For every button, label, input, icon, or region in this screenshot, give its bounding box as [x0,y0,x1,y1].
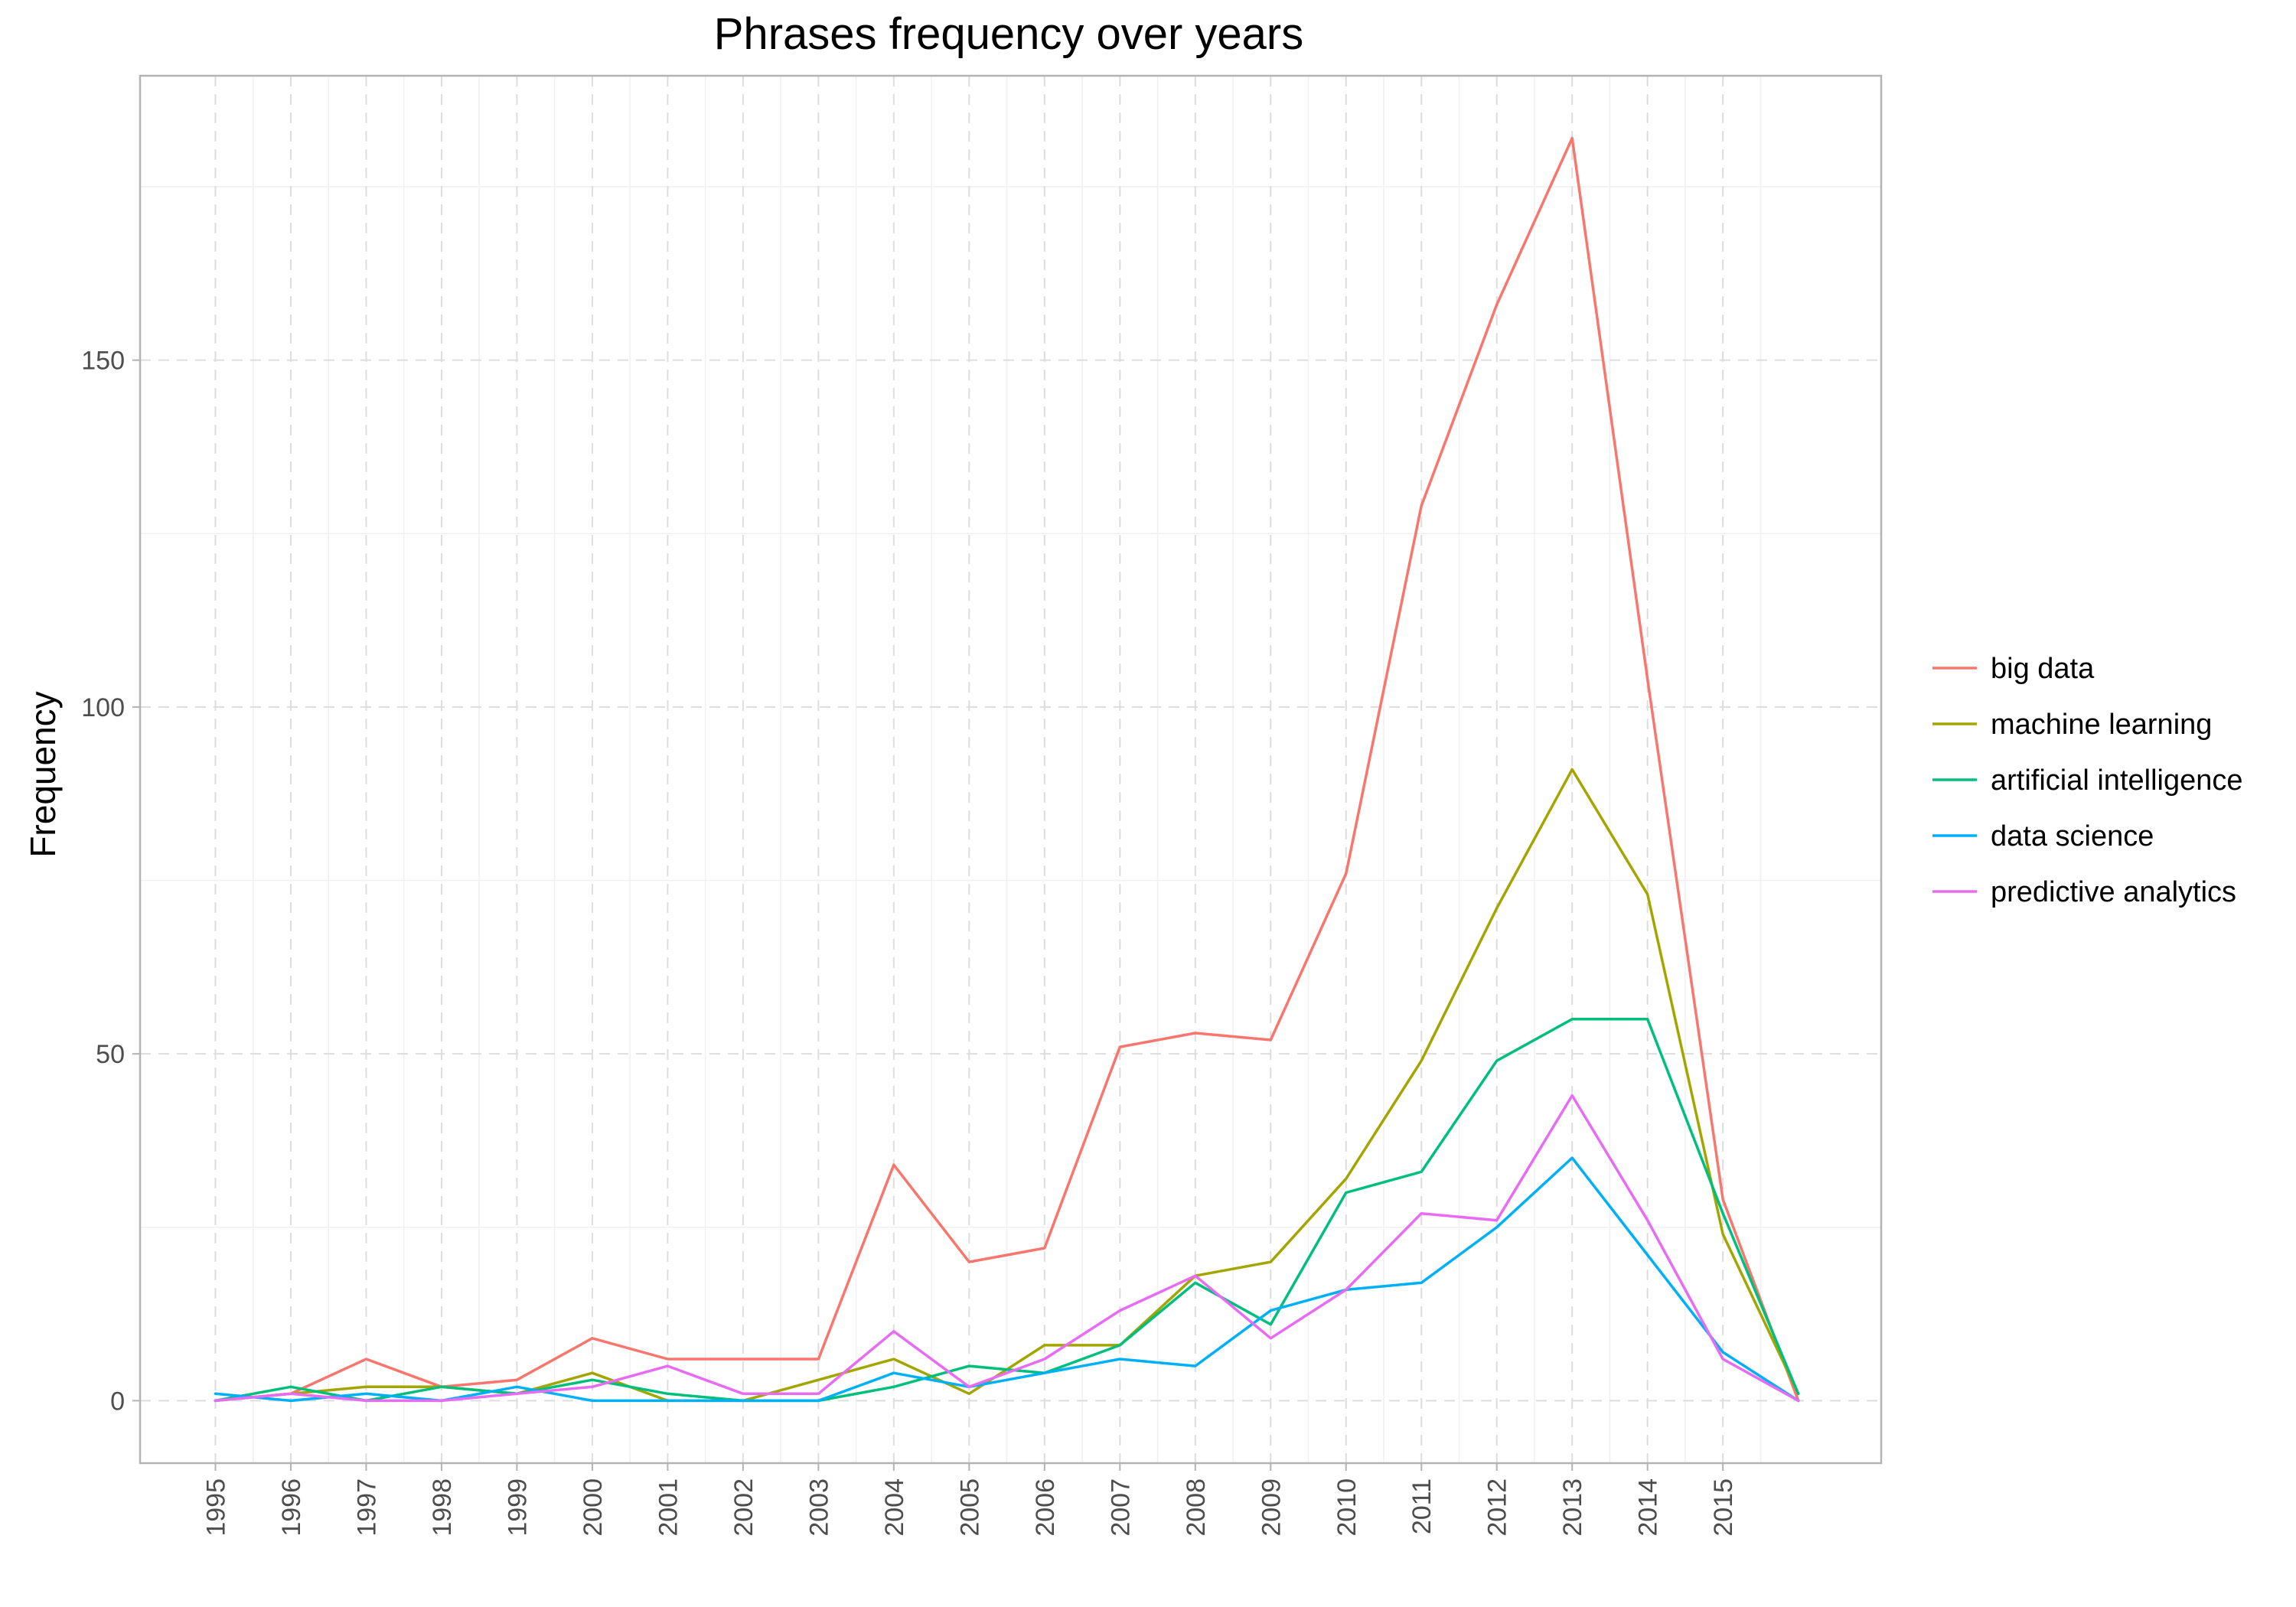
x-tick-label: 2014 [1634,1478,1663,1537]
x-tick-label: 1995 [201,1478,230,1537]
x-tick-label: 2000 [579,1478,608,1537]
x-tick-label: 2006 [1031,1478,1060,1537]
x-tick-label: 1999 [503,1478,532,1537]
y-tick-label: 0 [110,1387,125,1416]
series-line-big-data [214,136,1800,1403]
x-tick-label: 2007 [1106,1478,1135,1537]
x-tick-label: 2012 [1483,1478,1512,1537]
legend-label: data science [1991,820,2154,852]
series-line-artificial-intelligence [214,1018,1800,1403]
x-tick-label: 2003 [804,1478,833,1537]
minor-gridlines [140,76,1881,1463]
legend-label: big data [1991,653,2095,685]
legend-label: machine learning [1991,709,2212,741]
x-tick-label: 1997 [352,1478,381,1537]
x-tick-label: 2008 [1182,1478,1211,1537]
y-axis-label: Frequency [23,691,63,857]
y-tick-label: 100 [81,693,125,722]
x-tick-label: 2010 [1332,1478,1362,1537]
chart-title: Phrases frequency over years [714,9,1303,59]
legend: big data machine learning artificial intel… [1932,653,2243,908]
x-tick-label: 2009 [1257,1478,1286,1537]
x-tick-label: 1996 [277,1478,306,1537]
series-line-data-science [214,1156,1800,1403]
y-tick-label: 50 [96,1040,125,1069]
y-tick-label: 150 [81,347,125,376]
x-axis: 1995 1996 1997 1998 1999 2000 2001 2002 2003 2004… [201,1463,1738,1537]
x-tick-label: 2011 [1407,1478,1437,1534]
x-tick-label: 2001 [654,1478,683,1537]
x-tick-label: 2002 [729,1478,758,1537]
major-gridlines [140,76,1881,1463]
x-tick-label: 2013 [1558,1478,1587,1537]
plot-area [139,74,1883,1465]
legend-label: artificial intelligence [1991,764,2243,797]
x-tick-label: 2015 [1709,1478,1738,1537]
y-axis: 0 50 100 150 [81,347,140,1416]
series-line-predictive-analytics [214,1094,1800,1403]
x-tick-label: 2004 [880,1478,909,1537]
legend-label: predictive analytics [1991,876,2236,908]
plot-border [139,74,1883,1465]
x-tick-label: 2005 [955,1478,984,1537]
x-tick-label: 1998 [428,1478,457,1537]
series-lines [214,136,1800,1403]
